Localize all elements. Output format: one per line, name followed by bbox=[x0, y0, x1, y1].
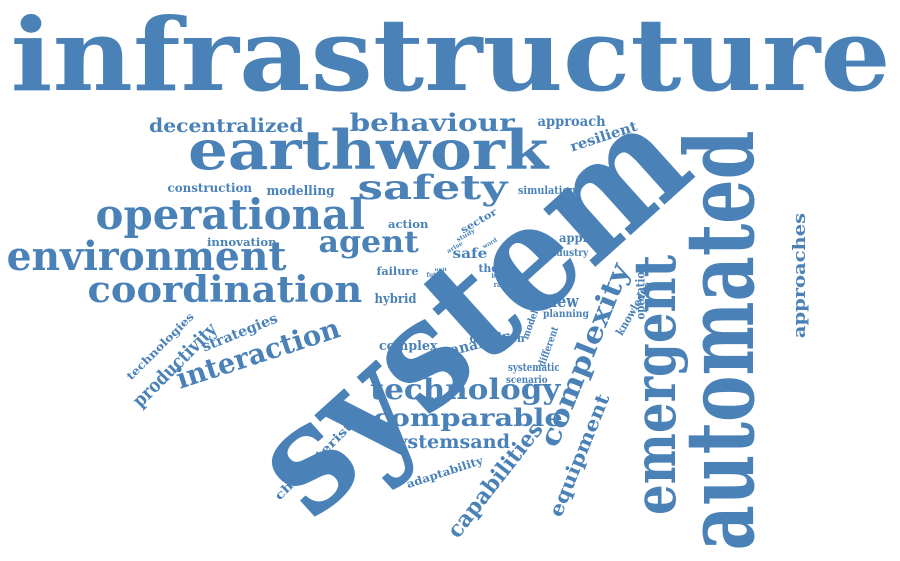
word-agent: agent bbox=[317, 225, 419, 260]
word-approaches: approaches bbox=[789, 212, 810, 338]
word-better: better bbox=[490, 273, 509, 280]
word-applied: applied bbox=[558, 231, 607, 245]
word-planning: planning bbox=[542, 309, 589, 320]
word-unit: unit bbox=[433, 266, 447, 273]
word-modelling: modelling bbox=[265, 183, 335, 199]
word-show: show bbox=[432, 286, 449, 293]
word-innovation: innovation bbox=[206, 235, 277, 249]
word-plan: plan bbox=[433, 279, 449, 286]
word-decentralized: decentralized bbox=[148, 114, 304, 137]
word-review: review bbox=[526, 291, 579, 312]
word-safe: safe bbox=[452, 246, 488, 262]
word-complex: complex bbox=[378, 338, 438, 354]
word-comparable: comparable bbox=[372, 403, 563, 432]
word-infrastructure: infrastructure bbox=[9, 0, 891, 114]
word-future: future bbox=[426, 272, 447, 279]
word-coordination: coordination bbox=[87, 269, 363, 311]
word-industry: industry bbox=[545, 248, 588, 259]
word-range: range bbox=[492, 279, 515, 289]
word-thesis: thesis bbox=[477, 261, 514, 275]
word-operational: operational bbox=[95, 190, 365, 239]
word-systemsand: systemsand bbox=[385, 430, 511, 453]
word-failure: failure bbox=[376, 264, 419, 278]
word-earthwork: earthwork bbox=[188, 118, 549, 182]
word-operation: operation bbox=[632, 264, 647, 320]
word-systematic: systematic bbox=[507, 360, 560, 374]
word-construction: construction bbox=[167, 181, 253, 195]
word-environment: environment bbox=[6, 233, 287, 280]
word-simulation: simulation bbox=[517, 183, 576, 197]
word-behaviour: behaviour bbox=[349, 108, 515, 137]
word-hybrid: hybrid bbox=[373, 291, 416, 307]
word-safety: safety bbox=[357, 168, 507, 208]
word-approach: approach bbox=[536, 114, 606, 130]
word-detection: detection bbox=[469, 331, 525, 345]
word-action: action bbox=[387, 217, 429, 231]
word-technology: technology bbox=[369, 373, 561, 406]
word-scenario: scenario bbox=[505, 375, 548, 386]
